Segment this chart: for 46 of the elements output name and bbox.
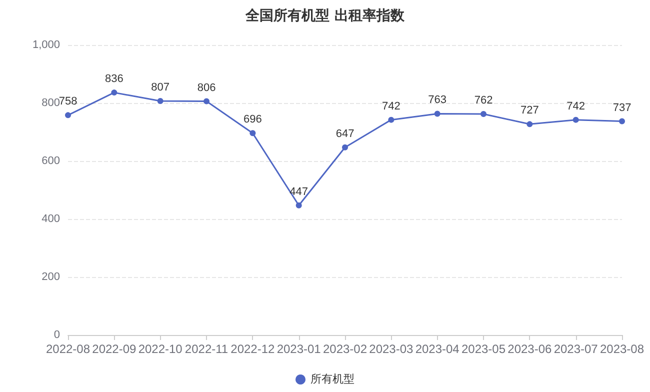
point <box>619 118 625 124</box>
chart-title: 全国所有机型 出租率指数 <box>244 7 406 24</box>
point <box>250 130 256 136</box>
data-label: 762 <box>474 94 493 107</box>
data-label: 737 <box>612 102 632 114</box>
data-label: 742 <box>382 100 400 112</box>
x-tick-label: 2022-08 <box>46 342 90 356</box>
legend-label: 所有机型 <box>310 372 354 386</box>
point <box>296 202 302 208</box>
point <box>480 111 486 118</box>
data-label: 727 <box>520 104 539 117</box>
x-tick-label: 2023-08 <box>600 342 644 356</box>
x-tick-label: 2022-09 <box>92 342 137 356</box>
y-tick-label: 0 <box>54 329 60 341</box>
y-tick-label: 1,000 <box>32 39 60 51</box>
data-label: 647 <box>336 128 354 140</box>
data-label: 696 <box>243 114 262 126</box>
point <box>526 121 533 128</box>
point <box>342 144 348 150</box>
point <box>157 98 164 104</box>
point <box>434 110 440 117</box>
point <box>572 116 579 123</box>
data-label: 758 <box>58 96 78 108</box>
x-tick-label: 2023-02 <box>322 342 368 356</box>
data-label: 807 <box>151 81 170 94</box>
y-tick-label: 800 <box>42 97 60 109</box>
y-tick-label: 400 <box>42 213 60 225</box>
x-tick-label: 2023-03 <box>369 342 414 356</box>
point <box>388 116 394 123</box>
data-label: 763 <box>428 94 447 106</box>
point <box>204 98 210 104</box>
x-tick-label: 2022-11 <box>184 342 228 356</box>
y-tick-label: 600 <box>42 155 60 167</box>
data-label: 742 <box>566 100 586 112</box>
point <box>65 112 71 118</box>
x-tick-label: 2022-10 <box>138 342 183 356</box>
data-label: 836 <box>104 73 124 86</box>
x-tick-label: 2023-07 <box>554 342 598 356</box>
data-label: 806 <box>197 82 216 94</box>
x-tick-label: 2023-01 <box>276 342 322 356</box>
point <box>111 90 118 96</box>
x-tick-label: 2023-04 <box>415 342 460 356</box>
x-tick-label: 2023-06 <box>508 342 552 356</box>
x-tick-label: 2022-12 <box>230 342 276 356</box>
y-tick-label: 200 <box>42 271 60 283</box>
x-tick-label: 2023-05 <box>461 342 506 356</box>
